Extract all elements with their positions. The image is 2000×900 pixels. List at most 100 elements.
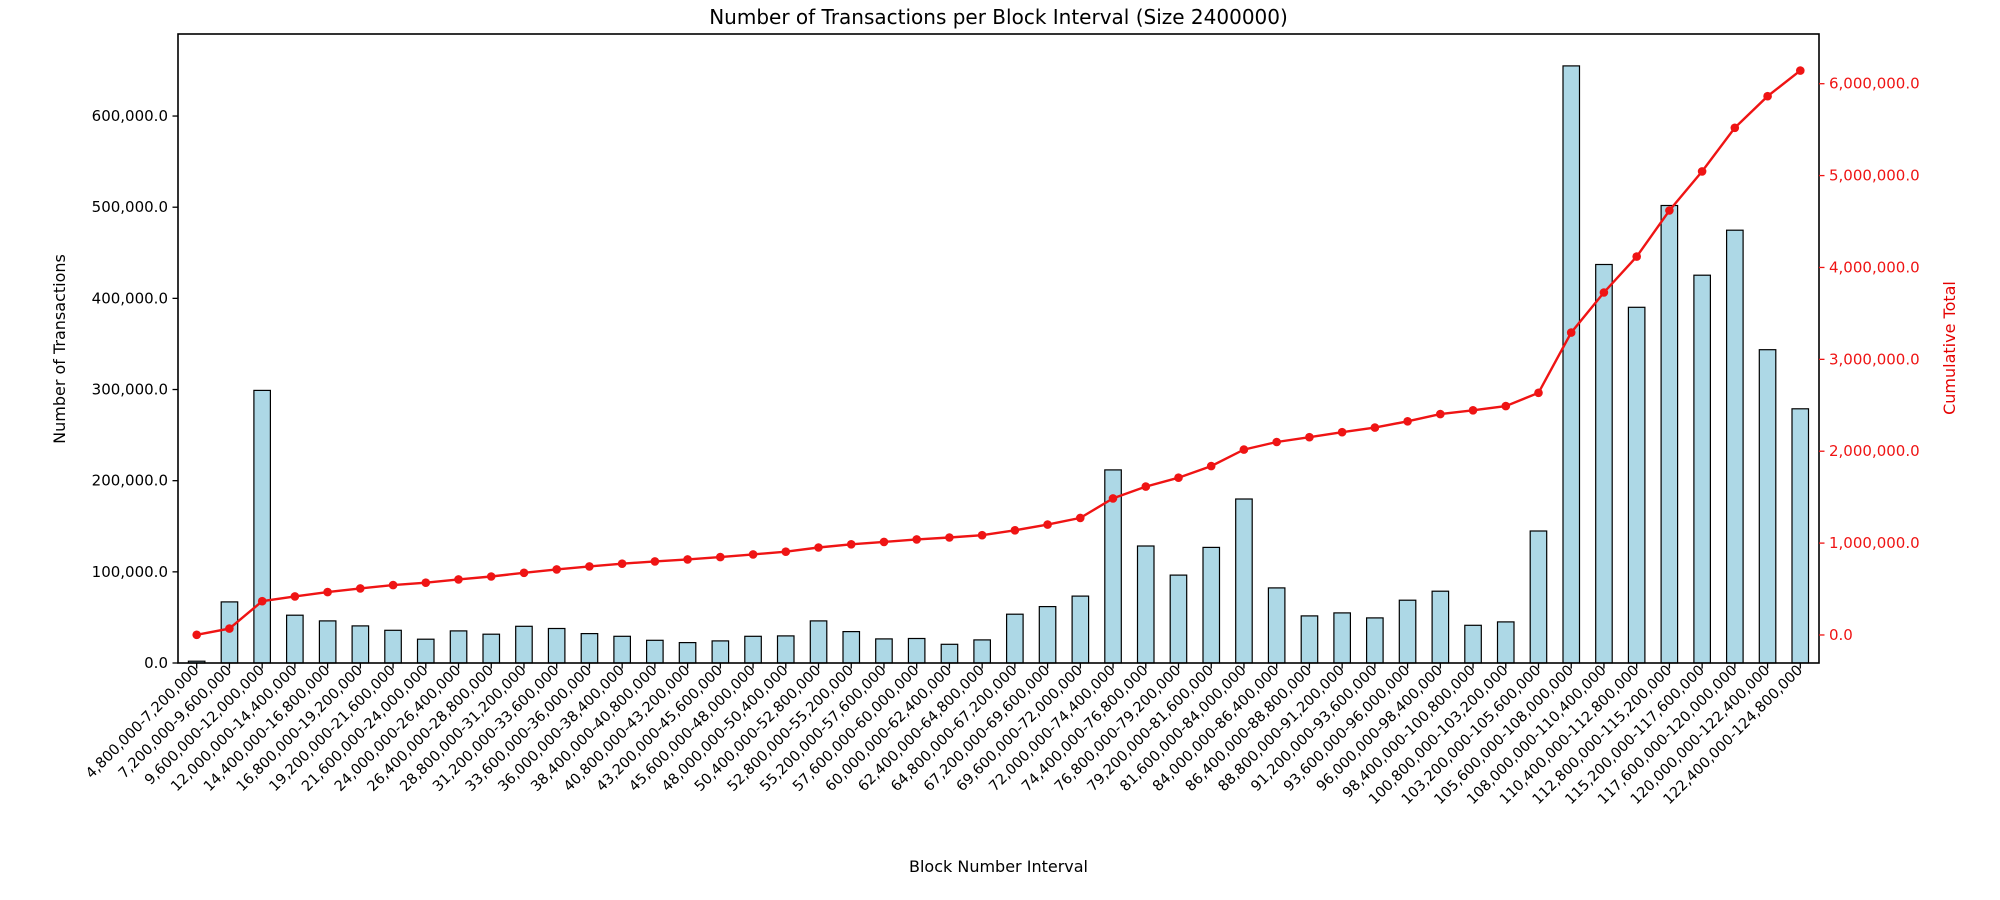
bar bbox=[1595, 263, 1613, 664]
cumulative-point bbox=[1108, 494, 1118, 503]
cumulative-point bbox=[454, 575, 463, 584]
cumulative-point bbox=[1632, 252, 1641, 261]
cumulative-point bbox=[1174, 473, 1183, 483]
cumulative-point bbox=[1403, 417, 1412, 426]
cumulative-point bbox=[977, 530, 987, 540]
bar bbox=[1202, 546, 1221, 664]
cumulative-point bbox=[814, 543, 823, 552]
cumulative-point bbox=[1796, 66, 1805, 75]
y-tick-label-left: 600,000.0 bbox=[92, 107, 168, 125]
cumulative-point bbox=[290, 592, 300, 601]
bar bbox=[1529, 530, 1548, 664]
y-tick-label-left: 300,000.0 bbox=[92, 381, 168, 399]
bar bbox=[875, 638, 893, 664]
bar bbox=[318, 620, 337, 664]
y-tick-label-left: 200,000.0 bbox=[92, 472, 168, 490]
y-tick-label-left: 500,000.0 bbox=[92, 198, 168, 216]
bar bbox=[1627, 306, 1646, 664]
bar bbox=[678, 641, 697, 664]
cumulative-point bbox=[1665, 206, 1674, 215]
y-tick-label-left: 100,000.0 bbox=[92, 563, 168, 581]
bar bbox=[515, 625, 533, 664]
bar bbox=[1267, 587, 1286, 664]
cumulative-point bbox=[781, 547, 791, 556]
cumulative-point bbox=[846, 540, 856, 549]
cumulative-point bbox=[1370, 423, 1380, 432]
bar bbox=[776, 635, 795, 664]
bar bbox=[449, 630, 468, 664]
cumulative-point bbox=[650, 557, 660, 566]
bar bbox=[1136, 545, 1155, 664]
y-tick-label-right: 0.0 bbox=[1829, 626, 1853, 644]
bar bbox=[1431, 590, 1450, 664]
cumulative-line bbox=[196, 69, 1802, 636]
bar bbox=[973, 639, 992, 664]
chart-title: Number of Transactions per Block Interva… bbox=[709, 5, 1288, 29]
bar bbox=[1169, 574, 1188, 664]
bar bbox=[842, 630, 861, 664]
cumulative-point bbox=[421, 578, 431, 587]
bar bbox=[547, 627, 566, 664]
bar bbox=[351, 625, 370, 664]
bar bbox=[1496, 621, 1515, 664]
cumulative-point bbox=[1566, 328, 1576, 337]
y-tick-label-right: 4,000,000.0 bbox=[1829, 258, 1920, 276]
bar bbox=[1562, 65, 1581, 664]
bar bbox=[1398, 599, 1417, 664]
cumulative-point bbox=[323, 587, 332, 597]
y-tick-label-right: 5,000,000.0 bbox=[1829, 167, 1920, 185]
bar bbox=[1005, 613, 1024, 664]
cumulative-point bbox=[1436, 409, 1445, 419]
y-tick-label-right: 1,000,000.0 bbox=[1829, 534, 1920, 552]
cumulative-point bbox=[356, 584, 365, 593]
cumulative-point bbox=[912, 535, 921, 544]
y-tick-label-right: 6,000,000.0 bbox=[1829, 75, 1920, 93]
cumulative-point bbox=[716, 552, 725, 562]
bar bbox=[1300, 615, 1319, 664]
x-axis-label: Block Number Interval bbox=[909, 857, 1088, 876]
cumulative-point bbox=[1206, 461, 1216, 471]
cumulative-point bbox=[1763, 91, 1772, 101]
y-tick-label-left: 0.0 bbox=[144, 654, 168, 672]
cumulative-point bbox=[1501, 401, 1511, 411]
cumulative-point bbox=[1534, 388, 1543, 398]
cumulative-point bbox=[552, 565, 561, 574]
cumulative-point bbox=[486, 572, 496, 581]
cumulative-point bbox=[1305, 432, 1314, 442]
bar bbox=[1235, 498, 1253, 664]
cumulative-point bbox=[617, 559, 627, 568]
bar bbox=[809, 620, 828, 664]
cumulative-point bbox=[1697, 167, 1707, 176]
cumulative-point bbox=[585, 562, 594, 571]
cumulative-point bbox=[1076, 513, 1085, 523]
bar bbox=[940, 643, 959, 664]
bar bbox=[711, 640, 730, 664]
bar bbox=[384, 629, 402, 664]
bar bbox=[1758, 349, 1777, 664]
bar bbox=[1791, 408, 1810, 664]
y-tick-label-left: 400,000.0 bbox=[92, 289, 168, 307]
cumulative-point bbox=[683, 555, 692, 564]
bar bbox=[482, 633, 501, 664]
cumulative-point bbox=[1141, 482, 1151, 491]
cumulative-point bbox=[1239, 445, 1249, 454]
cumulative-point bbox=[519, 568, 529, 578]
cumulative-point bbox=[1599, 288, 1609, 297]
cumulative-point bbox=[1272, 437, 1281, 447]
cumulative-point bbox=[257, 596, 267, 606]
bar bbox=[580, 632, 599, 664]
bar bbox=[1071, 595, 1090, 664]
plot-border bbox=[177, 33, 1820, 664]
bar bbox=[253, 389, 271, 664]
cumulative-point bbox=[1730, 123, 1740, 133]
bar bbox=[1333, 612, 1352, 664]
cumulative-point bbox=[1010, 526, 1020, 535]
bar bbox=[1725, 229, 1744, 664]
cumulative-point bbox=[1468, 406, 1478, 415]
bar bbox=[744, 635, 762, 664]
bar bbox=[1365, 617, 1384, 664]
bar bbox=[645, 639, 664, 664]
cumulative-point bbox=[945, 533, 954, 542]
